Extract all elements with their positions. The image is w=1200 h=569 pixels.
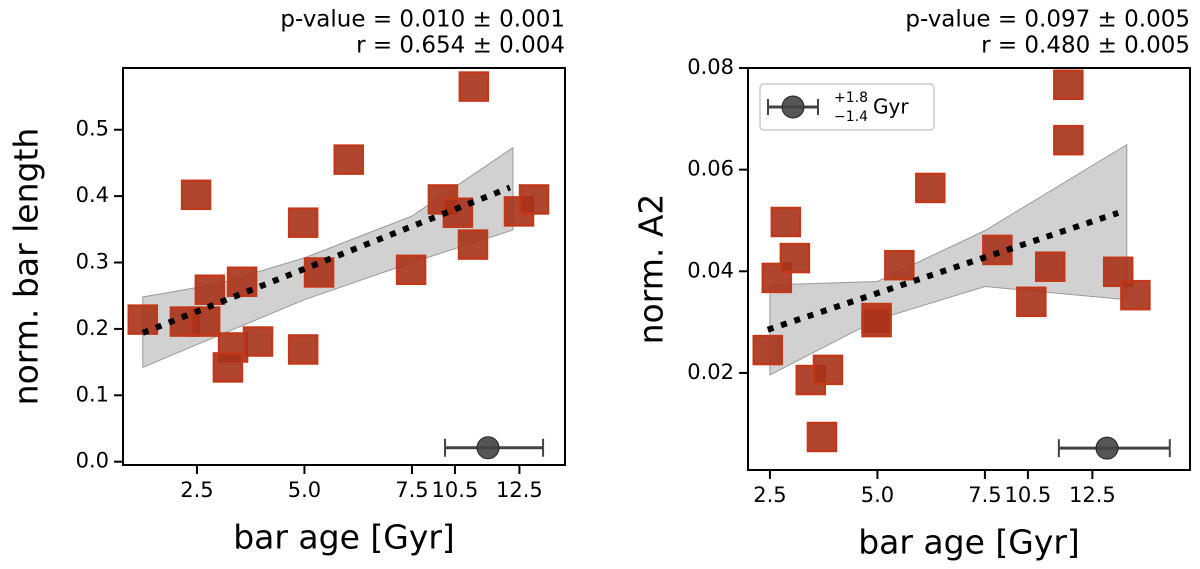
title-line: p-value = 0.010 ± 0.001 (280, 7, 565, 33)
y-tick-label: 0.06 (687, 157, 734, 181)
x-tick-label: 10.5 (1005, 483, 1052, 507)
data-point (1120, 279, 1151, 311)
data-point (779, 242, 811, 274)
x-tick-label: 7.5 (395, 478, 428, 502)
title-line: r = 0.654 ± 0.004 (356, 33, 565, 59)
fit-line (766, 209, 1120, 333)
x-tick-label: 12.5 (496, 478, 543, 502)
title-line: p-value = 0.097 ± 0.005 (905, 7, 1190, 33)
y-axis-label: norm. A2 (632, 194, 671, 345)
legend-marker (781, 95, 805, 119)
data-point (242, 326, 274, 357)
data-point (861, 306, 892, 338)
x-axis-label: bar age [Gyr] (858, 523, 1080, 562)
y-tick-label: 0.2 (76, 316, 109, 340)
y-axis-label: norm. bar length (7, 128, 46, 406)
y-tick-label: 0.04 (687, 258, 734, 282)
data-point (287, 334, 319, 365)
data-point (1053, 69, 1084, 101)
y-tick-label: 0.0 (76, 449, 109, 473)
error-point (1095, 436, 1119, 460)
axes-frame (747, 67, 1191, 471)
x-tick-label: 2.5 (180, 478, 213, 502)
data-point (884, 249, 915, 281)
data-point (457, 229, 489, 260)
fit-line (141, 184, 512, 336)
panel: 2.5 5.0 7.5 10.5 12.5 0.0 0.1 0.2 0.3 0.4 0.5 bar a… (7, 7, 566, 557)
x-tick-label: 10.5 (432, 478, 479, 502)
data-point (1053, 124, 1084, 156)
y-tick-label: 0.5 (76, 117, 109, 141)
data-point (395, 254, 427, 286)
title-line: r = 0.480 ± 0.005 (981, 33, 1190, 59)
x-tick-label: 5.0 (288, 478, 321, 502)
x-tick-label: 2.5 (753, 483, 786, 507)
axes-frame (122, 67, 566, 466)
data-point (812, 354, 844, 386)
data-point (915, 172, 946, 204)
y-tick-label: 0.1 (76, 382, 109, 406)
data-point (212, 352, 244, 383)
x-tick-label: 5.0 (861, 483, 894, 507)
y-tick-label: 0.4 (76, 183, 109, 207)
data-point (180, 179, 212, 211)
data-point (770, 206, 802, 238)
legend-box (759, 83, 935, 131)
data-point (1016, 286, 1047, 318)
data-point (752, 334, 784, 366)
data-point (442, 197, 474, 228)
data-point (303, 257, 335, 288)
data-point (1035, 251, 1066, 282)
panel: 2.5 5.0 7.5 10.5 12.5 0.02 0.04 0.06 0.08 bar age… (632, 7, 1191, 562)
data-point (194, 274, 226, 305)
confidence-band (769, 143, 1128, 376)
legend-minus: −1.4 (834, 109, 868, 125)
data-point (333, 144, 364, 175)
y-tick-label: 0.02 (687, 360, 734, 384)
legend-unit: Gyr (873, 95, 909, 119)
y-tick-label: 0.3 (76, 250, 109, 274)
data-point (287, 207, 319, 238)
data-point (518, 184, 550, 215)
y-tick-label: 0.08 (687, 55, 734, 79)
error-point (476, 436, 500, 460)
data-point (458, 71, 490, 102)
legend-plus: +1.8 (834, 90, 868, 106)
x-tick-label: 7.5 (968, 483, 1001, 507)
data-point (806, 421, 838, 453)
data-point (127, 304, 159, 335)
x-axis-label: bar age [Gyr] (233, 518, 455, 557)
x-tick-label: 12.5 (1069, 483, 1116, 507)
